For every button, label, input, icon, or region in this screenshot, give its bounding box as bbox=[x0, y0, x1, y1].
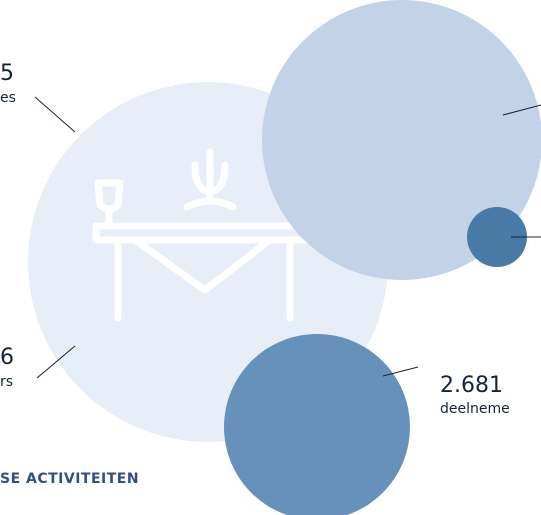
stat-label: deelneme bbox=[440, 401, 510, 417]
leader-line bbox=[502, 104, 541, 116]
stat-number: 2.681 bbox=[440, 373, 503, 398]
light-circle bbox=[262, 0, 541, 280]
section-heading: SE ACTIVITEITEN bbox=[0, 471, 139, 487]
stat-number: 6 bbox=[0, 345, 14, 370]
stat-number: 5 bbox=[0, 61, 14, 86]
table-icon bbox=[92, 148, 310, 322]
small-circle bbox=[467, 207, 527, 267]
leader-line bbox=[382, 366, 419, 377]
medium-circle bbox=[224, 334, 410, 515]
stat-label: es bbox=[0, 90, 16, 106]
stat-label: rs bbox=[0, 374, 13, 390]
leader-line bbox=[34, 96, 76, 133]
leader-line bbox=[36, 345, 76, 379]
